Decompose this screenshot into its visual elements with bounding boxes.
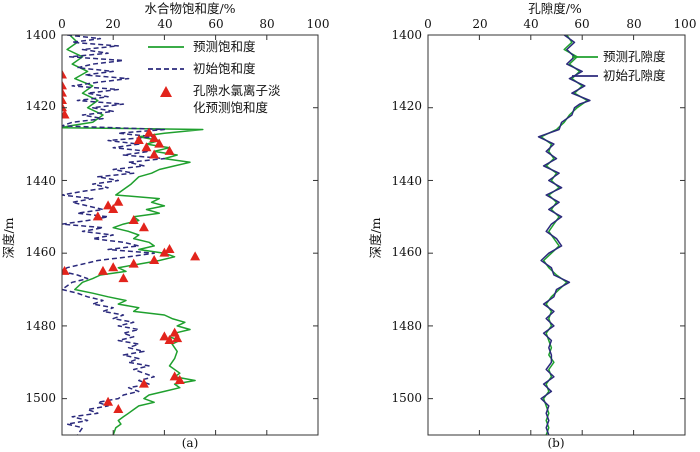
panel-a-chloride-marker-9 <box>154 138 165 148</box>
panel-a-chloride-marker-14 <box>103 200 114 210</box>
panel-a-plot-area <box>62 35 204 435</box>
panel-a-ylabel: 深度/m <box>1 217 16 258</box>
panel-a-chloride-marker-6 <box>144 127 155 137</box>
panel-a-chloride-marker-25 <box>97 265 108 275</box>
panel-a-chloride-marker-0 <box>62 69 67 79</box>
panel-a-chloride-marker-30 <box>164 334 175 344</box>
panel-b-ytick-1420: 1420 <box>391 99 422 113</box>
panel-a-xtick-20: 20 <box>105 17 120 31</box>
panel-a-series-1-line <box>62 35 166 435</box>
panel-a-ytick-1500: 1500 <box>25 391 56 405</box>
panel-a-chloride-marker-5 <box>62 109 70 119</box>
panel-a-ytick-1400: 1400 <box>25 28 56 42</box>
panel-b-xtick-60: 60 <box>574 17 589 31</box>
panel-a-chloride-marker-31 <box>172 333 183 343</box>
panel-b-legend: 预测孔隙度 初始孔隙度 <box>572 49 666 83</box>
panel-b-xtick-40: 40 <box>523 17 538 31</box>
panel-a-chloride-marker-12 <box>149 149 160 159</box>
panel-a-chloride-marker-15 <box>108 204 119 214</box>
panel-b-ytick-1500: 1500 <box>391 391 422 405</box>
panel-a-xtick-80: 80 <box>259 17 274 31</box>
panel-b: 孔隙度/% 0 20 40 60 80 100 1400 1420 1440 1… <box>368 1 696 450</box>
panel-a-chloride-marker-19 <box>164 244 175 254</box>
panel-a-chloride-marker-13 <box>113 196 124 206</box>
legend-a-swatch-chloride <box>160 86 172 97</box>
panel-a-chloride-marker-22 <box>149 254 160 264</box>
panel-b-series-0-line <box>540 35 589 435</box>
panel-a-chloride-marker-8 <box>133 134 144 144</box>
panel-a-ytick-1440: 1440 <box>25 174 56 188</box>
panel-a-chloride-marker-33 <box>174 374 185 384</box>
panel-b-xtick-20: 20 <box>472 17 487 31</box>
panel-a-chloride-marker-4 <box>62 102 67 112</box>
panel-a-chloride-marker-3 <box>62 94 67 104</box>
panel-a-xtick-60: 60 <box>208 17 223 31</box>
panel-b-frame <box>427 34 686 436</box>
panel-b-xtick-80: 80 <box>626 17 641 31</box>
panel-a: 水合物饱和度/% 0 20 40 60 80 100 1400 1420 144… <box>1 1 329 450</box>
panel-b-ytick-1440: 1440 <box>391 174 422 188</box>
panel-b-plot-area <box>537 35 591 435</box>
panel-b-ytick-1400: 1400 <box>391 28 422 42</box>
legend-a-chloride: 孔隙水氯离子淡 化预测饱和度 <box>193 83 285 115</box>
legend-a-predicted: 预测饱和度 <box>193 39 256 54</box>
panel-a-chloride-marker-16 <box>92 211 103 221</box>
panel-a-chloride-marker-2 <box>62 87 67 97</box>
panel-a-chloride-marker-29 <box>159 331 170 341</box>
panel-a-ytick-1480: 1480 <box>25 319 56 333</box>
panel-b-yticklabels: 1400 1420 1440 1460 1480 1500 <box>391 28 422 405</box>
panel-b-ytick-1460: 1460 <box>391 245 422 259</box>
panel-a-xtick-40: 40 <box>157 17 172 31</box>
panel-a-chloride-marker-34 <box>138 378 149 388</box>
legend-b-initial: 初始孔隙度 <box>603 68 666 83</box>
panel-a-ytick-1460: 1460 <box>25 245 56 259</box>
panel-a-chloride-marker-26 <box>62 265 70 275</box>
panel-a-xticklabels: 0 20 40 60 80 100 <box>58 17 329 31</box>
legend-a-initial: 初始饱和度 <box>193 61 256 76</box>
panel-a-chloride-marker-18 <box>138 222 149 232</box>
panel-a-xlabel: 水合物饱和度/% <box>144 1 235 16</box>
panel-a-chloride-marker-21 <box>190 251 201 261</box>
panel-a-xtick-100: 100 <box>307 17 330 31</box>
panel-a-caption: (a) <box>182 436 199 450</box>
panel-b-series-1-line <box>537 35 591 435</box>
panel-a-chloride-marker-36 <box>113 404 124 414</box>
panel-a-chloride-marker-7 <box>149 133 160 143</box>
panel-a-chloride-marker-11 <box>164 145 175 155</box>
panel-b-caption: (b) <box>547 436 564 450</box>
panel-b-xtick-100: 100 <box>674 17 697 31</box>
panel-a-frame <box>61 34 319 436</box>
panel-b-ytick-1480: 1480 <box>391 319 422 333</box>
panel-b-xticklabels: 0 20 40 60 80 100 <box>424 17 696 31</box>
panel-b-xlabel: 孔隙度/% <box>528 1 582 16</box>
panel-a-chloride-marker-20 <box>159 247 170 257</box>
legend-b-predicted: 预测孔隙度 <box>603 49 666 64</box>
panel-a-chloride-marker-24 <box>108 262 119 272</box>
panel-a-xtick-0: 0 <box>58 17 66 31</box>
panel-a-chloride-marker-32 <box>169 371 180 381</box>
panel-a-chloride-marker-10 <box>141 142 152 152</box>
panel-a-chloride-marker-27 <box>118 273 129 283</box>
panel-a-yticklabels: 1400 1420 1440 1460 1480 1500 <box>25 28 56 405</box>
panel-a-chloride-marker-17 <box>128 214 139 224</box>
panel-a-series-0-line <box>62 35 204 435</box>
panel-b-ylabel: 深度/m <box>368 217 383 258</box>
panel-a-chloride-marker-1 <box>62 80 67 90</box>
panel-b-tick-marks <box>427 34 686 435</box>
panel-b-xtick-0: 0 <box>424 17 432 31</box>
panel-a-chloride-marker-23 <box>128 258 139 268</box>
panel-a-ytick-1420: 1420 <box>25 99 56 113</box>
panel-a-chloride-marker-35 <box>103 396 114 406</box>
panel-a-legend: 预测饱和度 初始饱和度 孔隙水氯离子淡 化预测饱和度 <box>148 39 285 115</box>
